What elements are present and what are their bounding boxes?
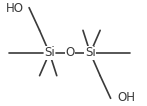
Text: O: O <box>65 47 75 59</box>
Text: OH: OH <box>117 91 135 104</box>
Text: Si: Si <box>44 47 55 59</box>
Text: Si: Si <box>85 47 96 59</box>
Text: HO: HO <box>6 2 24 15</box>
